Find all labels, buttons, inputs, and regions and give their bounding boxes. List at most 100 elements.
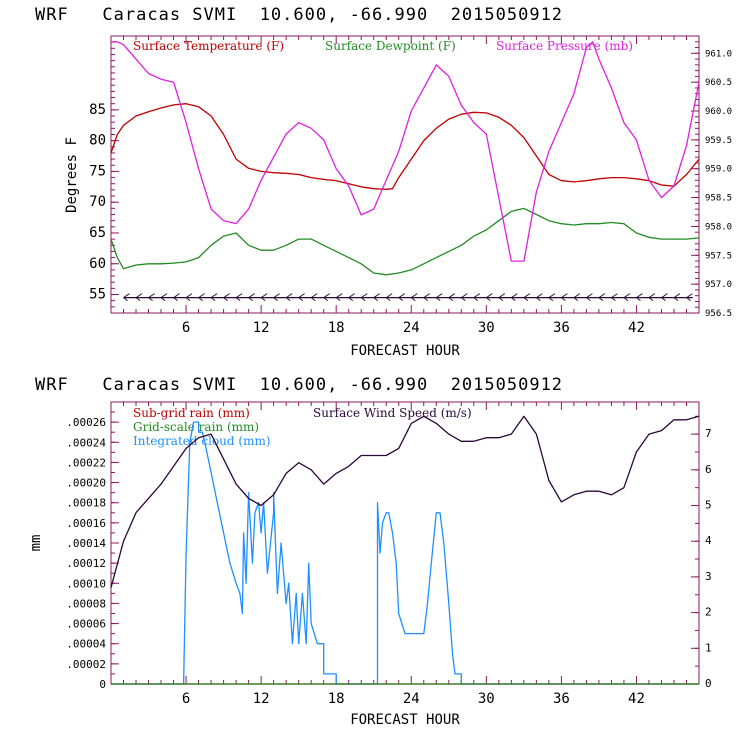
wind-barb-tail bbox=[611, 297, 616, 302]
wind-barb bbox=[160, 293, 168, 299]
series-line-surface-pressure-mb bbox=[111, 41, 700, 262]
y2-tick-label: 958.0 bbox=[705, 222, 732, 232]
legend-surface-temperature: Surface Temperature (F) bbox=[133, 39, 284, 53]
x-tick-label: 36 bbox=[553, 320, 570, 336]
y-tick-label: .00004 bbox=[66, 638, 106, 651]
x-tick-label: 24 bbox=[403, 691, 420, 707]
chart2-title: WRF Caracas SVMI 10.600, -66.990 2015050… bbox=[35, 375, 563, 395]
chart1-title: WRF Caracas SVMI 10.600, -66.990 2015050… bbox=[35, 5, 563, 25]
wind-barb bbox=[498, 293, 506, 299]
wind-barb bbox=[511, 293, 518, 299]
y-tick-label: 75 bbox=[89, 163, 106, 179]
wind-barb-tail bbox=[185, 297, 191, 302]
legend-integrated-cloud: Integrated cloud (mm) bbox=[133, 434, 271, 448]
wind-barb bbox=[198, 293, 205, 299]
chart2-ylabel: mm bbox=[28, 535, 44, 552]
wind-barb-tail bbox=[460, 297, 466, 302]
wind-barb-tail bbox=[173, 297, 178, 302]
precipitation-chart: WRF Caracas SVMI 10.600, -66.990 2015050… bbox=[28, 375, 712, 728]
wind-barb bbox=[348, 293, 355, 299]
legend-surface-pressure: Surface Pressure (mb) bbox=[496, 39, 633, 53]
wind-barb-tail bbox=[586, 297, 591, 302]
wind-barb-tail bbox=[511, 297, 516, 302]
wind-barb-tail bbox=[448, 297, 454, 302]
wind-barb bbox=[461, 293, 468, 299]
wind-barb bbox=[598, 293, 606, 299]
wind-barb-tail bbox=[410, 297, 416, 302]
wind-barb bbox=[573, 293, 581, 299]
wind-barb bbox=[185, 293, 193, 299]
x-tick-label: 12 bbox=[253, 691, 270, 707]
wind-barb-tail bbox=[486, 297, 491, 302]
y2-tick-label: 961.0 bbox=[705, 49, 732, 59]
wind-barb bbox=[310, 293, 318, 299]
wind-barb-tail bbox=[523, 297, 529, 302]
wind-barb bbox=[473, 293, 481, 299]
wind-barb-tail bbox=[661, 297, 666, 302]
wind-barb bbox=[123, 293, 130, 299]
chart1-ticks: 6 12 18 24 30 36 42 55 60 65 70 75 80 85 956.5 957.0 957… bbox=[89, 35, 732, 336]
wind-barbs bbox=[123, 293, 693, 302]
wind-barb bbox=[561, 293, 568, 299]
wind-barb bbox=[673, 293, 681, 299]
wind-barb-tail bbox=[348, 297, 354, 302]
wind-barb bbox=[135, 293, 143, 299]
wind-barb bbox=[285, 293, 293, 299]
wind-barb bbox=[223, 293, 230, 299]
y2-tick-label: 2 bbox=[705, 606, 712, 619]
wind-barb-tail bbox=[123, 297, 128, 302]
wind-barb-tail bbox=[573, 297, 579, 302]
wind-barb-tail bbox=[623, 297, 629, 302]
chart2-ticks: 6 12 18 24 30 36 420.00002.00004.00006.00008.0… bbox=[66, 402, 712, 707]
wind-barb bbox=[335, 293, 343, 299]
series-line-integrated-cloud-mm bbox=[111, 421, 699, 685]
legend-wind-speed: Surface Wind Speed (m/s) bbox=[313, 406, 472, 420]
y-tick-label: .00010 bbox=[66, 577, 106, 590]
wind-barb-tail bbox=[423, 297, 429, 302]
chart2-xlabel: FORECAST HOUR bbox=[350, 712, 460, 728]
x-tick-label: 36 bbox=[553, 691, 570, 707]
y2-tick-label: 5 bbox=[705, 499, 712, 512]
legend-surface-dewpoint: Surface Dewpoint (F) bbox=[325, 39, 456, 53]
wind-barb bbox=[648, 293, 656, 299]
y-tick-label: .00020 bbox=[66, 477, 106, 490]
y2-tick-label: 959.0 bbox=[705, 165, 732, 175]
y-tick-label: .00014 bbox=[66, 537, 106, 550]
wind-barb-tail bbox=[260, 297, 266, 302]
wind-barb-tail bbox=[373, 297, 379, 302]
wind-barb bbox=[323, 293, 330, 299]
y-tick-label: .00002 bbox=[66, 658, 106, 671]
wind-barb bbox=[148, 293, 155, 299]
temperature-chart: WRF Caracas SVMI 10.600, -66.990 2015050… bbox=[35, 5, 732, 359]
y2-tick-label: 1 bbox=[705, 641, 712, 654]
wind-barb bbox=[586, 293, 593, 299]
y-tick-label: .00006 bbox=[66, 618, 106, 631]
y2-tick-label: 958.5 bbox=[705, 194, 732, 204]
y-tick-label: .00008 bbox=[66, 597, 106, 610]
y2-tick-label: 4 bbox=[705, 534, 712, 547]
x-tick-label: 42 bbox=[628, 691, 645, 707]
x-tick-label: 30 bbox=[478, 320, 495, 336]
y2-tick-label: 0 bbox=[705, 677, 712, 690]
wind-barb-tail bbox=[648, 297, 654, 302]
wind-barb-tail bbox=[160, 297, 166, 302]
wind-barb bbox=[548, 293, 556, 299]
wind-barb-tail bbox=[198, 297, 203, 302]
y-tick-label: .00018 bbox=[66, 497, 106, 510]
chart2-series bbox=[110, 415, 700, 685]
wind-barb bbox=[661, 293, 668, 299]
y2-tick-label: 957.0 bbox=[705, 280, 732, 290]
y2-tick-label: 3 bbox=[705, 570, 712, 583]
wind-barb bbox=[523, 293, 531, 299]
wind-barb-tail bbox=[561, 297, 566, 302]
wind-barb-tail bbox=[673, 297, 679, 302]
y2-tick-label: 7 bbox=[705, 427, 712, 440]
wind-barb-tail bbox=[473, 297, 479, 302]
y-tick-label: 80 bbox=[89, 133, 106, 149]
chart1-xlabel: FORECAST HOUR bbox=[350, 343, 460, 359]
wind-barb bbox=[536, 293, 543, 299]
wind-barb-tail bbox=[135, 297, 141, 302]
wind-barb bbox=[686, 293, 693, 299]
wind-barb bbox=[423, 293, 431, 299]
series-line-surface-wind-speed-m-s bbox=[110, 415, 700, 588]
